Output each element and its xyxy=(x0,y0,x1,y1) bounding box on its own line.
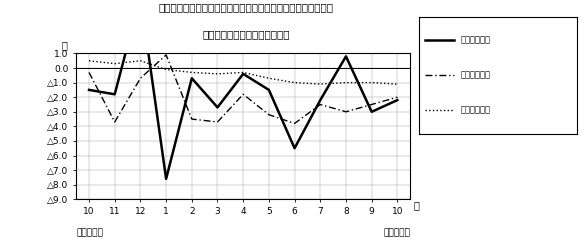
Text: 平成２１年: 平成２１年 xyxy=(383,228,410,237)
Text: ％: ％ xyxy=(62,40,67,50)
Text: 総実労働時間: 総実労働時間 xyxy=(460,71,490,80)
Text: 第４図　　賃金、労働時間、常用雇用指数対前年同月比の推移: 第４図 賃金、労働時間、常用雇用指数対前年同月比の推移 xyxy=(159,2,333,12)
Text: 常用雇用指数: 常用雇用指数 xyxy=(460,106,490,115)
Text: （規模５人以上　調査産業計）: （規模５人以上 調査産業計） xyxy=(202,29,290,39)
Text: 現金給与総額: 現金給与総額 xyxy=(460,36,490,45)
Text: 月: 月 xyxy=(413,200,419,210)
Text: 平成２０年: 平成２０年 xyxy=(76,228,103,237)
